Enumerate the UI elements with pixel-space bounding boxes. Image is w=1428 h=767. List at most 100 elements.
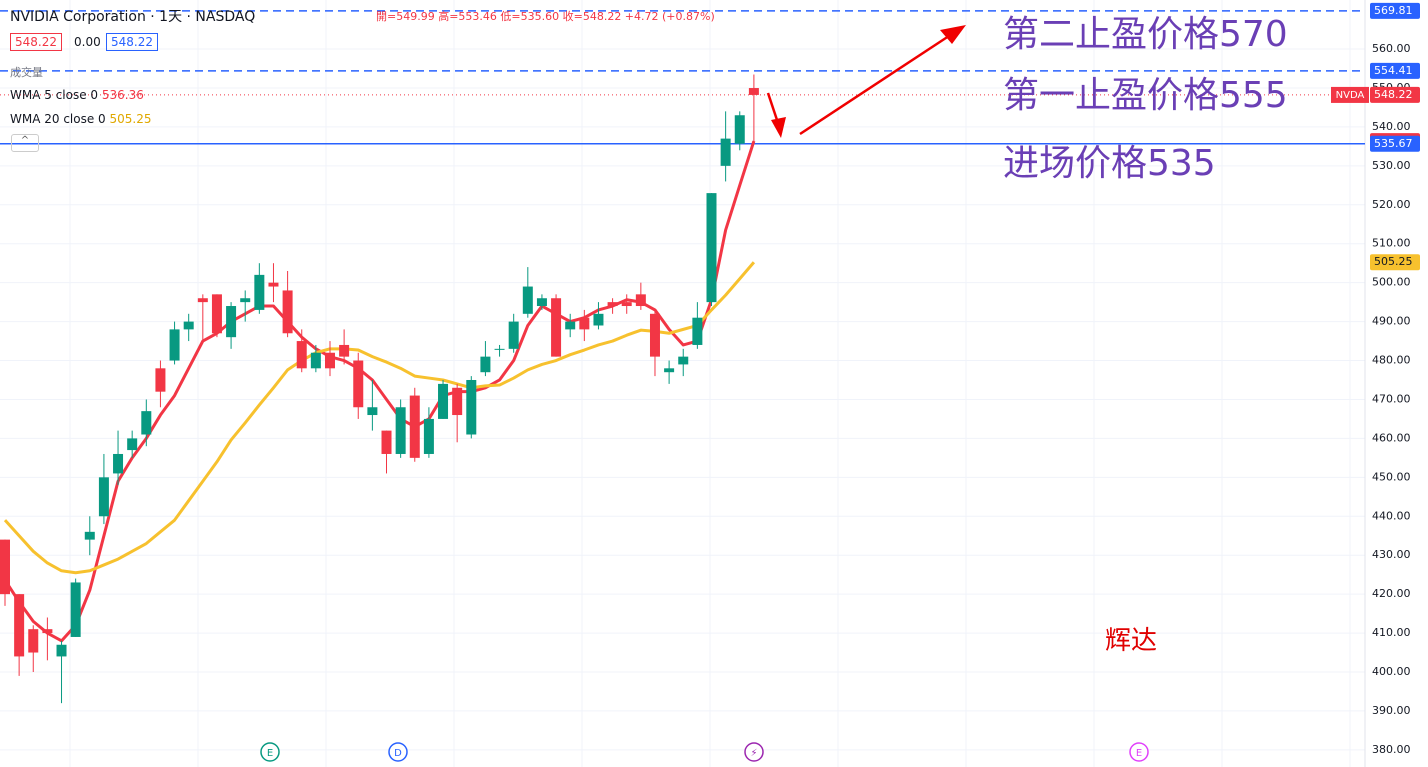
event-label: D bbox=[394, 748, 402, 759]
candle-body bbox=[339, 344, 350, 357]
y-tick-label: 440.00 bbox=[1372, 509, 1411, 522]
candle-body bbox=[692, 317, 703, 345]
candle-body bbox=[0, 539, 10, 595]
candle-body bbox=[296, 341, 307, 369]
symbol-tag-label: NVDA bbox=[1336, 90, 1365, 101]
spread-box: 0.00 bbox=[74, 35, 101, 49]
price-tag bbox=[1370, 62, 1420, 79]
candle-body bbox=[466, 379, 477, 435]
candle-body bbox=[183, 321, 194, 330]
price-tag bbox=[1370, 135, 1420, 152]
candle-body bbox=[282, 290, 293, 334]
plot-bg bbox=[0, 0, 1365, 767]
price-box[interactable]: 548.22 bbox=[10, 33, 62, 51]
y-tick-label: 480.00 bbox=[1372, 354, 1411, 367]
arrow bbox=[766, 92, 780, 124]
candle-body bbox=[678, 356, 689, 365]
candle-body bbox=[14, 594, 25, 657]
candle-body bbox=[127, 438, 138, 451]
collapse-button[interactable]: ^ bbox=[11, 134, 39, 152]
symbol-tag bbox=[1331, 86, 1369, 103]
y-tick-label: 460.00 bbox=[1372, 431, 1411, 444]
y-tick-label: 510.00 bbox=[1372, 237, 1411, 250]
candle-body bbox=[748, 88, 759, 95]
candle-body bbox=[353, 360, 364, 408]
y-tick-label: 430.00 bbox=[1372, 548, 1411, 561]
price-tag-label: 554.41 bbox=[1374, 64, 1413, 77]
candle-body bbox=[706, 193, 717, 303]
candle-body bbox=[508, 321, 519, 349]
candle-body bbox=[621, 302, 632, 307]
candle-body bbox=[70, 582, 81, 637]
candle-body bbox=[565, 321, 576, 330]
wma20-value: 505.25 bbox=[109, 112, 152, 126]
candle-body bbox=[169, 329, 180, 361]
ohlc-text: 開=549.99 高=553.46 低=535.60 收=548.22 +4.7… bbox=[376, 10, 715, 23]
arrow-head bbox=[940, 25, 966, 44]
candle-body bbox=[607, 302, 618, 307]
candle-body bbox=[536, 298, 547, 307]
candle-body bbox=[452, 387, 463, 416]
candle-body bbox=[240, 298, 251, 303]
candle-body bbox=[551, 298, 562, 357]
candle-body bbox=[649, 313, 660, 357]
candle-body bbox=[155, 368, 166, 392]
wma-label: WMA 5 close 0 536.36 bbox=[10, 88, 144, 102]
y-tick-label: 530.00 bbox=[1372, 159, 1411, 172]
price-tag-label: 505.25 bbox=[1374, 255, 1413, 268]
y-tick-label: 520.00 bbox=[1372, 198, 1411, 211]
candle-body bbox=[324, 352, 335, 369]
arrow bbox=[799, 30, 956, 136]
price-tag bbox=[1370, 254, 1420, 271]
candle-body bbox=[226, 306, 237, 338]
candle-body bbox=[141, 411, 152, 435]
price-tag bbox=[1370, 86, 1420, 103]
y-tick-label: 470.00 bbox=[1372, 392, 1411, 405]
y-tick-label: 490.00 bbox=[1372, 315, 1411, 328]
candle-body bbox=[635, 294, 646, 307]
candle-body bbox=[211, 294, 222, 334]
y-tick-label: 390.00 bbox=[1372, 704, 1411, 717]
candle-body bbox=[84, 531, 95, 540]
candle-body bbox=[98, 477, 109, 517]
volume-label: 成交量 bbox=[10, 66, 43, 79]
event-label: ⚡ bbox=[750, 748, 757, 759]
candle-body bbox=[494, 348, 505, 350]
y-tick-label: 410.00 bbox=[1372, 626, 1411, 639]
y-tick-label: 400.00 bbox=[1372, 665, 1411, 678]
y-tick-label: 380.00 bbox=[1372, 743, 1411, 756]
annotation: 第二止盈价格570 bbox=[1003, 14, 1288, 55]
candle-body bbox=[197, 298, 208, 303]
candle-body bbox=[720, 138, 731, 166]
event-label: E bbox=[267, 748, 273, 759]
y-tick-label: 450.00 bbox=[1372, 470, 1411, 483]
annotation: 进场价格535 bbox=[1003, 143, 1216, 184]
candle-body bbox=[56, 644, 67, 657]
wma-line bbox=[3, 140, 756, 643]
candle-body bbox=[664, 368, 675, 373]
wma-line bbox=[3, 261, 756, 575]
y-tick-label: 500.00 bbox=[1372, 276, 1411, 289]
candle-body bbox=[310, 352, 321, 369]
symbol-title: NVIDIA Corporation · 1天 · NASDAQ bbox=[10, 9, 256, 25]
wma5-name: WMA 5 close 0 bbox=[10, 88, 99, 102]
candle-body bbox=[367, 407, 378, 416]
wma20-name: WMA 20 close 0 bbox=[10, 112, 106, 126]
candle-body bbox=[593, 313, 604, 326]
candle-body bbox=[480, 356, 491, 373]
candle-body bbox=[409, 395, 420, 458]
event-marker bbox=[388, 742, 408, 762]
event-marker bbox=[1129, 742, 1149, 762]
y-tick-label: 420.00 bbox=[1372, 587, 1411, 600]
candle-body bbox=[42, 629, 53, 634]
candle-body bbox=[268, 282, 279, 287]
y-tick-label: 540.00 bbox=[1372, 120, 1411, 133]
candle-body bbox=[438, 383, 449, 419]
price-box[interactable]: 548.22 bbox=[106, 33, 158, 51]
price-tag-label: 535.67 bbox=[1374, 137, 1413, 150]
annotation: 辉达 bbox=[1105, 626, 1157, 656]
candle-body bbox=[522, 286, 533, 314]
candle-body bbox=[579, 317, 590, 330]
arrow-head bbox=[771, 117, 786, 138]
